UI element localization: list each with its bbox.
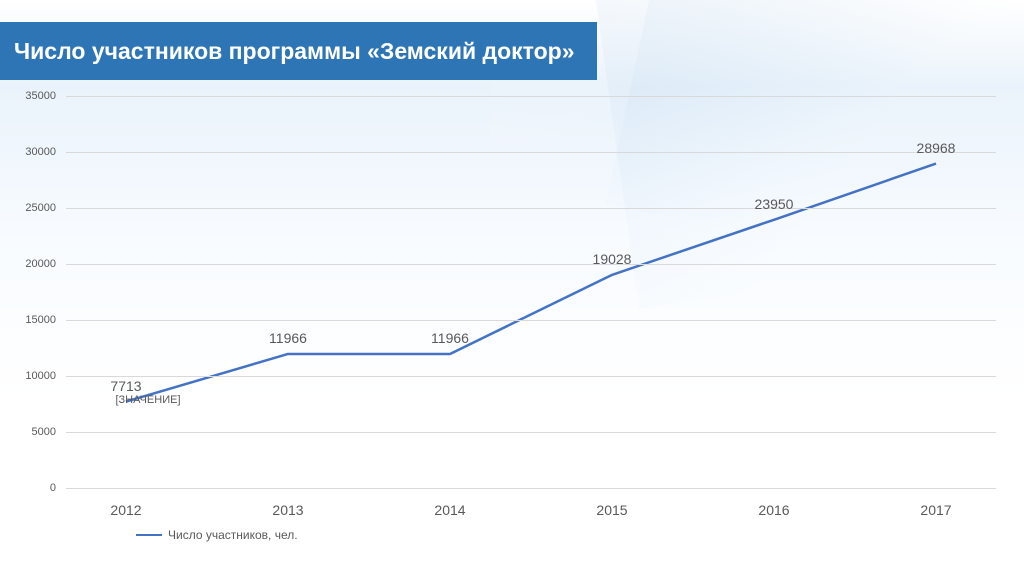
data-label: 19028 xyxy=(593,251,632,267)
gridline xyxy=(66,376,996,377)
y-tick-label: 15000 xyxy=(18,314,56,326)
x-tick-label: 2015 xyxy=(596,502,627,518)
y-tick-label: 10000 xyxy=(18,370,56,382)
page-title: Число участников программы «Земский докт… xyxy=(0,22,597,80)
chart-legend: Число участников, чел. xyxy=(136,528,298,542)
x-tick-label: 2016 xyxy=(758,502,789,518)
chart-plot-area xyxy=(66,96,996,488)
gridline xyxy=(66,264,996,265)
x-tick-label: 2014 xyxy=(434,502,465,518)
legend-label: Число участников, чел. xyxy=(168,528,298,542)
y-tick-label: 25000 xyxy=(18,202,56,214)
gridline xyxy=(66,208,996,209)
participants-line-chart: Число участников, чел. 05000100001500020… xyxy=(18,96,1008,536)
series-line xyxy=(126,164,936,402)
y-tick-label: 35000 xyxy=(18,90,56,102)
gridline xyxy=(66,488,996,489)
data-label: 28968 xyxy=(917,140,956,156)
y-tick-label: 0 xyxy=(18,482,56,494)
gridline xyxy=(66,96,996,97)
y-tick-label: 5000 xyxy=(18,426,56,438)
page-title-text: Число участников программы «Земский докт… xyxy=(14,38,575,65)
data-label: 11966 xyxy=(269,330,307,346)
data-label: 11966 xyxy=(431,330,469,346)
data-label: 7713 xyxy=(110,378,141,394)
legend-line-sample xyxy=(136,534,162,536)
y-tick-label: 20000 xyxy=(18,258,56,270)
data-label: 23950 xyxy=(755,196,794,212)
x-tick-label: 2012 xyxy=(110,502,141,518)
gridline xyxy=(66,432,996,433)
gridline xyxy=(66,320,996,321)
x-tick-label: 2017 xyxy=(920,502,951,518)
data-label-placeholder: [ЗНАЧЕНИЕ] xyxy=(115,394,180,406)
gridline xyxy=(66,152,996,153)
y-tick-label: 30000 xyxy=(18,146,56,158)
x-tick-label: 2013 xyxy=(272,502,303,518)
